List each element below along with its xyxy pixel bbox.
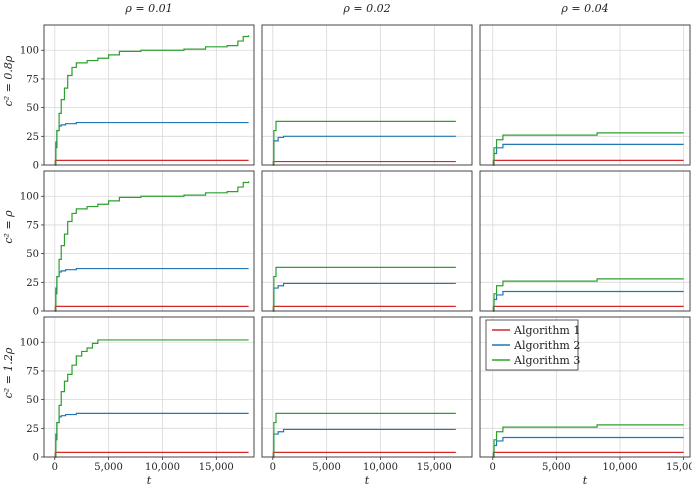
row-label-2: c² = ρ xyxy=(2,210,15,244)
y-tick-label: 75 xyxy=(26,74,39,85)
panel-r2-c2 xyxy=(261,170,473,312)
column-title-2: ρ = 0.02 xyxy=(342,2,390,15)
panel-frame xyxy=(261,316,473,458)
x-tick-label: 10,000 xyxy=(145,462,180,473)
panel-r3-c2: 0 5,000 10,000 15,000 t xyxy=(261,316,473,487)
series-line-algorithm-3 xyxy=(492,424,684,458)
y-tick-label: 50 xyxy=(26,103,39,114)
legend-entry: Algorithm 3 xyxy=(513,354,580,367)
x-tick-label: 15,000 xyxy=(417,462,452,473)
panel-frame xyxy=(261,170,473,312)
panel-r2-c1: 0 25 50 75 100 xyxy=(20,170,255,318)
legend: Algorithm 1 Algorithm 2 Algorithm 3 xyxy=(485,319,580,371)
y-tick-label: 75 xyxy=(26,366,39,377)
panel-r1-c3 xyxy=(479,24,691,166)
panel-r2-c3 xyxy=(479,170,691,312)
row-label-3: c² = 1.2ρ xyxy=(2,347,15,398)
series-line-algorithm-2 xyxy=(54,267,249,312)
y-tick-label: 0 xyxy=(33,307,39,318)
y-tick-label: 100 xyxy=(20,46,39,57)
series-line-algorithm-3 xyxy=(54,35,250,166)
y-tick-label: 50 xyxy=(26,395,39,406)
y-tick-label: 25 xyxy=(26,132,39,143)
panel-frame xyxy=(479,170,691,312)
panel-frame xyxy=(43,316,255,458)
x-tick-label: 0 xyxy=(270,462,276,473)
panel-r1-c1: 0 25 50 75 100 xyxy=(20,24,255,172)
series-line-algorithm-2 xyxy=(54,412,249,458)
x-axis-label: t xyxy=(365,474,370,487)
x-tick-label: 10,000 xyxy=(603,462,638,473)
panel-r3-c1: 0 25 50 75 100 0 5,000 10,000 15,000 t xyxy=(20,316,255,487)
x-tick-label: 0 xyxy=(490,462,496,473)
x-tick-label: 10,000 xyxy=(363,462,398,473)
panel-frame xyxy=(43,170,255,312)
x-tick-label: 5,000 xyxy=(312,462,341,473)
series-line-algorithm-3 xyxy=(492,132,684,166)
panel-frame xyxy=(43,24,255,166)
y-tick-label: 0 xyxy=(33,161,39,172)
y-tick-label: 25 xyxy=(26,424,39,435)
x-axis-label: t xyxy=(583,474,588,487)
y-tick-label: 100 xyxy=(20,192,39,203)
series-line-algorithm-3 xyxy=(54,181,250,312)
row-label-1: c² = 0.8ρ xyxy=(2,55,15,106)
panel-frame xyxy=(261,24,473,166)
panel-r1-c2 xyxy=(261,24,473,166)
x-axis-label: t xyxy=(147,474,152,487)
x-tick-label: 15,000 xyxy=(666,462,692,473)
y-tick-label: 50 xyxy=(26,249,39,260)
panel-frame xyxy=(479,316,691,458)
y-tick-label: 25 xyxy=(26,278,39,289)
x-tick-label: 15,000 xyxy=(199,462,234,473)
series-line-algorithm-3 xyxy=(54,339,249,458)
x-tick-label: 5,000 xyxy=(94,462,123,473)
legend-entry: Algorithm 2 xyxy=(513,339,580,352)
series-line-algorithm-2 xyxy=(54,121,249,166)
x-tick-label: 0 xyxy=(52,462,58,473)
legend-entry: Algorithm 1 xyxy=(513,324,580,337)
x-tick-label: 5,000 xyxy=(542,462,571,473)
column-title-3: ρ = 0.04 xyxy=(560,2,608,15)
y-tick-label: 100 xyxy=(20,338,39,349)
panel-frame xyxy=(479,24,691,166)
y-tick-label: 0 xyxy=(33,453,39,464)
series-line-algorithm-3 xyxy=(492,278,684,312)
y-tick-label: 75 xyxy=(26,220,39,231)
column-title-1: ρ = 0.01 xyxy=(124,2,172,15)
